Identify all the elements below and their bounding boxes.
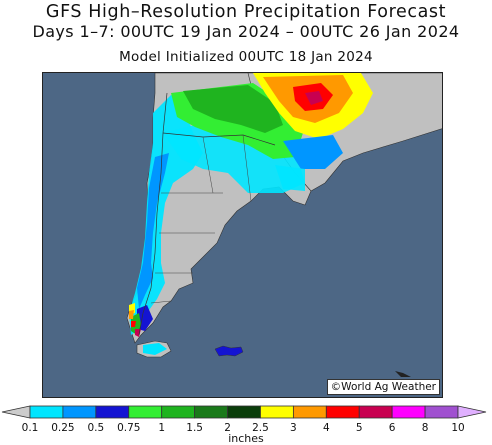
precip-tdf [143, 343, 167, 355]
colorbar-segment [161, 405, 196, 419]
map-credit: ©World Ag Weather [326, 379, 440, 395]
map-title: GFS High–Resolution Precipitation Foreca… [45, 2, 447, 22]
border-provinces [150, 134, 252, 304]
colorbar-segment [1, 405, 31, 419]
colorbar-segment [95, 405, 130, 419]
colorbar-tick-label: 5 [355, 422, 363, 434]
colorbar-tick-label: 0.5 [87, 422, 105, 434]
forecast-period: Days 1–7: 00UTC 19 Jan 2024 – 00UTC 26 J… [32, 22, 460, 41]
colorbar-tick-label: 3 [290, 422, 297, 434]
colorbar-segment [358, 405, 393, 419]
border-chile-argentina [138, 92, 168, 336]
colorbar-segment [62, 405, 97, 419]
colorbar-units: inches [228, 432, 264, 445]
precip-patagonia-red [131, 321, 136, 327]
colorbar-tick-label: 8 [421, 422, 429, 434]
precip-southbrazil-blue [283, 135, 343, 169]
colorbar-tick-label: 0.25 [51, 422, 75, 434]
colorbar-segment [325, 405, 360, 419]
colorbar-segment [260, 405, 294, 419]
precipitation-map: ©World Ag Weather [42, 72, 443, 398]
land-falklands [214, 345, 244, 357]
border-argentina-north [162, 132, 276, 146]
colorbar-segment [29, 405, 64, 419]
colorbar-segment [128, 405, 163, 419]
precip-chile-core [137, 153, 169, 309]
precip-north-darkgreen [183, 85, 283, 133]
precip-patagonia-orange [129, 310, 134, 319]
land-south-georgia [395, 371, 411, 377]
colorbar-tick-label: 10 [451, 422, 465, 434]
colorbar-segment [391, 405, 426, 419]
colorbar-segment [457, 405, 487, 419]
colorbar-tick-label: 4 [322, 422, 330, 434]
colorbar-segment [292, 405, 327, 419]
colorbar-tick-label: 0.1 [21, 422, 39, 434]
colorbar-segment [227, 405, 261, 419]
colorbar-segment [424, 405, 459, 419]
colorbar-tick-label: 2.5 [252, 422, 269, 434]
precip-brazil-magenta [305, 91, 323, 105]
colorbar-tick-label: 6 [388, 422, 396, 434]
precip-uruguay-cyan [275, 165, 305, 191]
colorbar-segment [194, 405, 228, 419]
colorbar-tick-label: 1 [158, 422, 166, 434]
colorbar-tick-label: 2 [224, 422, 231, 434]
map-svg [126, 73, 442, 377]
colorbar-tick-label: 1.5 [186, 422, 203, 434]
precip-colorbar [1, 405, 487, 419]
model-init-time: Model Initialized 00UTC 18 Jan 2024 [119, 49, 373, 65]
colorbar-tick-label: 0.75 [117, 422, 141, 434]
